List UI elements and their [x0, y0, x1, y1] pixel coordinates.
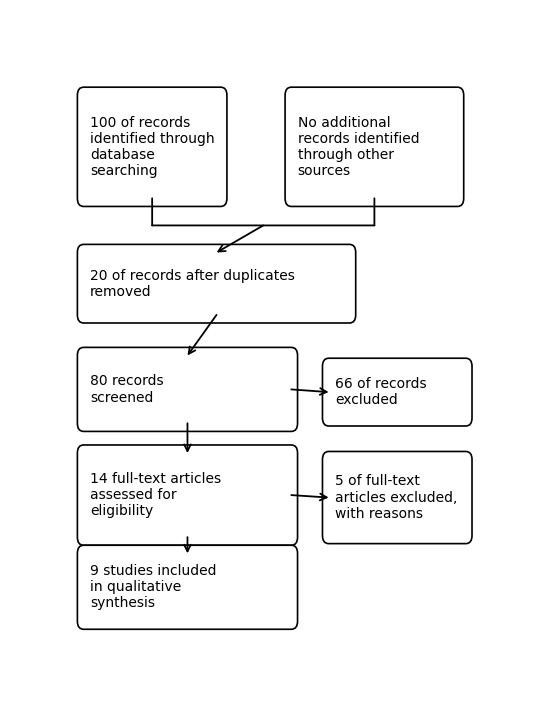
Text: 9 studies included
in qualitative
synthesis: 9 studies included in qualitative synthe… [90, 564, 217, 610]
Text: 66 of records
excluded: 66 of records excluded [335, 377, 427, 407]
Text: 80 records
screened: 80 records screened [90, 375, 163, 405]
Text: 20 of records after duplicates
removed: 20 of records after duplicates removed [90, 269, 295, 298]
FancyBboxPatch shape [77, 545, 297, 629]
FancyBboxPatch shape [77, 244, 356, 323]
FancyBboxPatch shape [77, 87, 227, 206]
FancyBboxPatch shape [77, 445, 297, 545]
Text: No additional
records identified
through other
sources: No additional records identified through… [297, 115, 419, 178]
FancyBboxPatch shape [323, 358, 472, 426]
Text: 5 of full-text
articles excluded,
with reasons: 5 of full-text articles excluded, with r… [335, 474, 457, 521]
FancyBboxPatch shape [285, 87, 464, 206]
Text: 100 of records
identified through
database
searching: 100 of records identified through databa… [90, 115, 214, 178]
FancyBboxPatch shape [77, 347, 297, 432]
FancyBboxPatch shape [323, 451, 472, 543]
Text: 14 full-text articles
assessed for
eligibility: 14 full-text articles assessed for eligi… [90, 472, 221, 518]
